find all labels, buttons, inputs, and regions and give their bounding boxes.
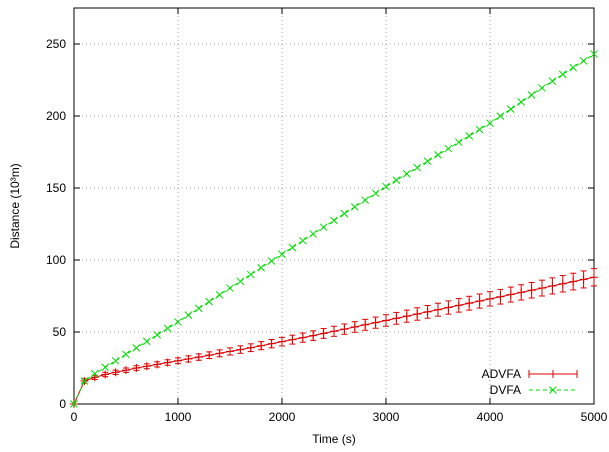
data-point-dvfa — [486, 119, 494, 128]
series-line-dvfa — [73, 53, 595, 405]
data-point-dvfa — [122, 350, 130, 359]
y-tick-label: 250 — [46, 37, 66, 51]
data-point-dvfa — [80, 377, 89, 385]
data-point-dvfa — [423, 157, 432, 166]
data-point-dvfa — [402, 170, 411, 178]
axis-ticks: 0 1000 2000 3000 4000 5000 0 50 100 150 200 250 — [46, 8, 608, 424]
data-point-dvfa — [371, 189, 380, 198]
data-point-dvfa — [465, 132, 474, 140]
data-point-dvfa — [517, 98, 526, 106]
data-point-dvfa — [569, 63, 578, 72]
data-point-dvfa — [350, 203, 359, 211]
data-point-dvfa — [215, 290, 224, 299]
x-tick-label: 5000 — [581, 410, 608, 424]
legend-label-advfa: ADVFA — [482, 367, 521, 381]
legend-label-dvfa: DVFA — [490, 383, 521, 397]
x-axis-label: Time (s) — [312, 432, 356, 446]
y-axis-label: Distance (10³m) — [8, 163, 22, 248]
y-tick-label: 0 — [59, 397, 66, 411]
y-tick-label: 50 — [53, 325, 67, 339]
data-point-dvfa — [288, 243, 297, 252]
data-point-dvfa — [278, 250, 286, 259]
data-point-dvfa — [527, 91, 536, 99]
legend-sample-advfa — [528, 370, 578, 378]
data-point-dvfa — [434, 151, 442, 159]
data-point-dvfa — [538, 84, 546, 92]
data-point-dvfa — [496, 112, 505, 120]
data-point-dvfa — [330, 216, 338, 225]
data-point-dvfa — [309, 230, 318, 238]
x-tick-label: 1000 — [165, 410, 192, 424]
data-point-dvfa — [101, 363, 110, 372]
y-tick-label: 150 — [46, 181, 66, 195]
data-point-dvfa — [142, 337, 151, 346]
y-tick-label: 200 — [46, 109, 66, 123]
data-point-dvfa — [392, 176, 401, 185]
data-point-dvfa — [382, 182, 390, 191]
x-tick-label: 3000 — [373, 410, 400, 424]
grid-lines — [74, 8, 594, 404]
data-point-dvfa — [257, 263, 266, 272]
data-point-dvfa — [267, 257, 276, 265]
data-point-dvfa — [174, 318, 182, 326]
x-tick-label: 2000 — [269, 410, 296, 424]
y-tick-label: 100 — [46, 253, 66, 267]
data-point-dvfa — [340, 209, 349, 218]
x-tick-label: 0 — [71, 410, 78, 424]
data-point-dvfa — [236, 277, 245, 286]
data-point-dvfa — [246, 270, 255, 279]
data-point-dvfa — [454, 138, 463, 147]
data-point-dvfa — [548, 77, 557, 86]
legend-marker — [549, 386, 557, 394]
data-point-dvfa — [413, 163, 422, 172]
data-point-dvfa — [163, 324, 172, 333]
data-point-dvfa — [90, 369, 99, 378]
data-point-dvfa — [132, 343, 141, 352]
data-point-dvfa — [475, 125, 484, 134]
data-point-dvfa — [444, 144, 453, 153]
data-point-dvfa — [111, 356, 120, 365]
legend: ADVFA DVFA — [482, 367, 578, 397]
x-tick-label: 4000 — [477, 410, 504, 424]
series-layer — [70, 50, 598, 408]
series-advfa — [70, 268, 598, 408]
data-point-dvfa — [298, 236, 307, 245]
data-point-dvfa — [558, 70, 567, 79]
data-point-dvfa — [205, 297, 214, 306]
data-point-dvfa — [194, 304, 203, 313]
data-point-dvfa — [361, 196, 370, 204]
legend-sample-dvfa — [529, 386, 577, 394]
series-dvfa — [70, 50, 598, 408]
data-point-dvfa — [153, 331, 162, 339]
data-point-dvfa — [70, 400, 78, 408]
data-point-dvfa — [590, 50, 598, 58]
data-point-dvfa — [506, 105, 515, 113]
data-point-dvfa — [319, 223, 328, 232]
data-point-dvfa — [226, 284, 234, 292]
data-point-dvfa — [579, 56, 588, 65]
plot-frame — [73, 7, 595, 405]
data-point-dvfa — [184, 311, 193, 320]
